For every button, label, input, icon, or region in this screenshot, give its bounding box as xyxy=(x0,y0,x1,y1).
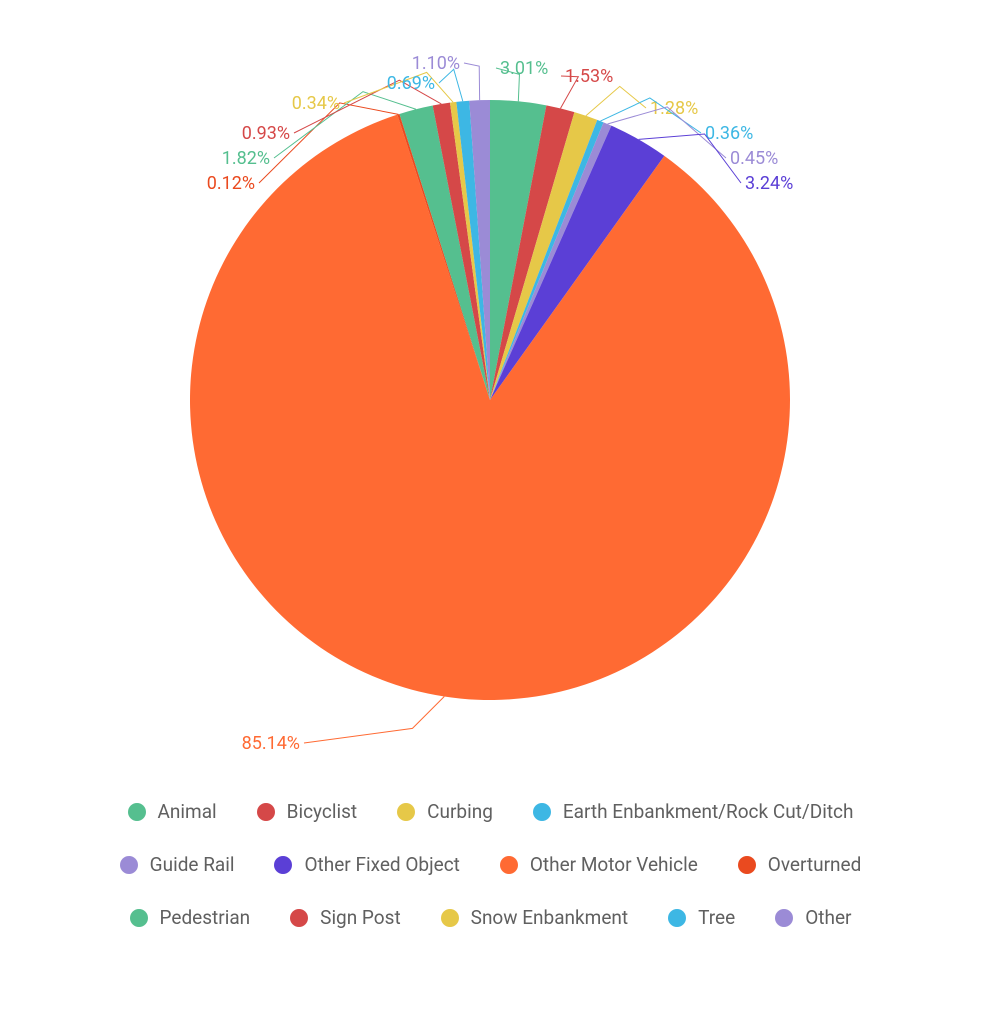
legend-label: Other xyxy=(805,906,851,929)
slice-label: 1.10% xyxy=(412,53,460,74)
legend-label: Bicyclist xyxy=(287,800,357,823)
legend-swatch xyxy=(500,856,518,874)
legend-item[interactable]: Tree xyxy=(668,906,735,929)
leader-line xyxy=(586,86,646,115)
legend-label: Snow Enbankment xyxy=(471,906,628,929)
legend-item[interactable]: Curbing xyxy=(397,800,493,823)
legend-swatch xyxy=(668,909,686,927)
legend-label: Overturned xyxy=(768,853,862,876)
legend-swatch xyxy=(533,803,551,821)
slice-label: 85.14% xyxy=(242,733,300,754)
slice-label: 0.12% xyxy=(207,173,255,194)
leader-line xyxy=(464,63,480,100)
legend-swatch xyxy=(257,803,275,821)
legend-swatch xyxy=(290,909,308,927)
legend-label: Tree xyxy=(698,906,735,929)
slice-label: 3.01% xyxy=(500,58,548,79)
legend-label: Sign Post xyxy=(320,906,401,929)
legend-swatch xyxy=(397,803,415,821)
pie-svg: 3.01% 1.53% 1.28% 0.36% 0.45% 3.24% 85.14% 0.12… xyxy=(0,0,981,780)
legend-item[interactable]: Animal xyxy=(128,800,217,823)
slice-label: 0.34% xyxy=(292,93,340,114)
legend-swatch xyxy=(130,909,148,927)
legend-item[interactable]: Sign Post xyxy=(290,906,401,929)
legend-swatch xyxy=(128,803,146,821)
slice-label: 0.69% xyxy=(387,73,435,94)
pie-chart: 3.01% 1.53% 1.28% 0.36% 0.45% 3.24% 85.14% 0.12… xyxy=(0,0,981,780)
legend-label: Guide Rail xyxy=(150,853,235,876)
slice-label: 1.53% xyxy=(565,66,613,87)
slice-label: 0.36% xyxy=(705,123,753,144)
pie-chart-container: 3.01% 1.53% 1.28% 0.36% 0.45% 3.24% 85.14% 0.12… xyxy=(0,0,981,1024)
legend-label: Earth Enbankment/Rock Cut/Ditch xyxy=(563,800,854,823)
legend-swatch xyxy=(738,856,756,874)
slice-label: 1.82% xyxy=(222,148,270,169)
legend-swatch xyxy=(775,909,793,927)
legend-item[interactable]: Overturned xyxy=(738,853,862,876)
legend-label: Curbing xyxy=(427,800,493,823)
slice-label: 1.28% xyxy=(650,98,698,119)
legend-item[interactable]: Other xyxy=(775,906,851,929)
legend-item[interactable]: Bicyclist xyxy=(257,800,357,823)
slice-label: 3.24% xyxy=(745,173,793,194)
legend-label: Other Motor Vehicle xyxy=(530,853,698,876)
leader-line xyxy=(304,696,444,743)
legend-label: Other Fixed Object xyxy=(304,853,459,876)
legend-item[interactable]: Other Fixed Object xyxy=(274,853,459,876)
legend-label: Animal xyxy=(158,800,217,823)
legend-item[interactable]: Other Motor Vehicle xyxy=(500,853,698,876)
legend-swatch xyxy=(120,856,138,874)
slice-label: 0.45% xyxy=(730,148,778,169)
slice-label: 0.93% xyxy=(242,123,290,144)
chart-legend: Animal Bicyclist Curbing Earth Enbankment/R… xyxy=(0,800,981,929)
leader-line xyxy=(439,69,463,101)
legend-swatch xyxy=(274,856,292,874)
legend-swatch xyxy=(441,909,459,927)
legend-item[interactable]: Earth Enbankment/Rock Cut/Ditch xyxy=(533,800,854,823)
legend-item[interactable]: Snow Enbankment xyxy=(441,906,628,929)
legend-item[interactable]: Guide Rail xyxy=(120,853,235,876)
legend-label: Pedestrian xyxy=(160,906,251,929)
legend-item[interactable]: Pedestrian xyxy=(130,906,251,929)
